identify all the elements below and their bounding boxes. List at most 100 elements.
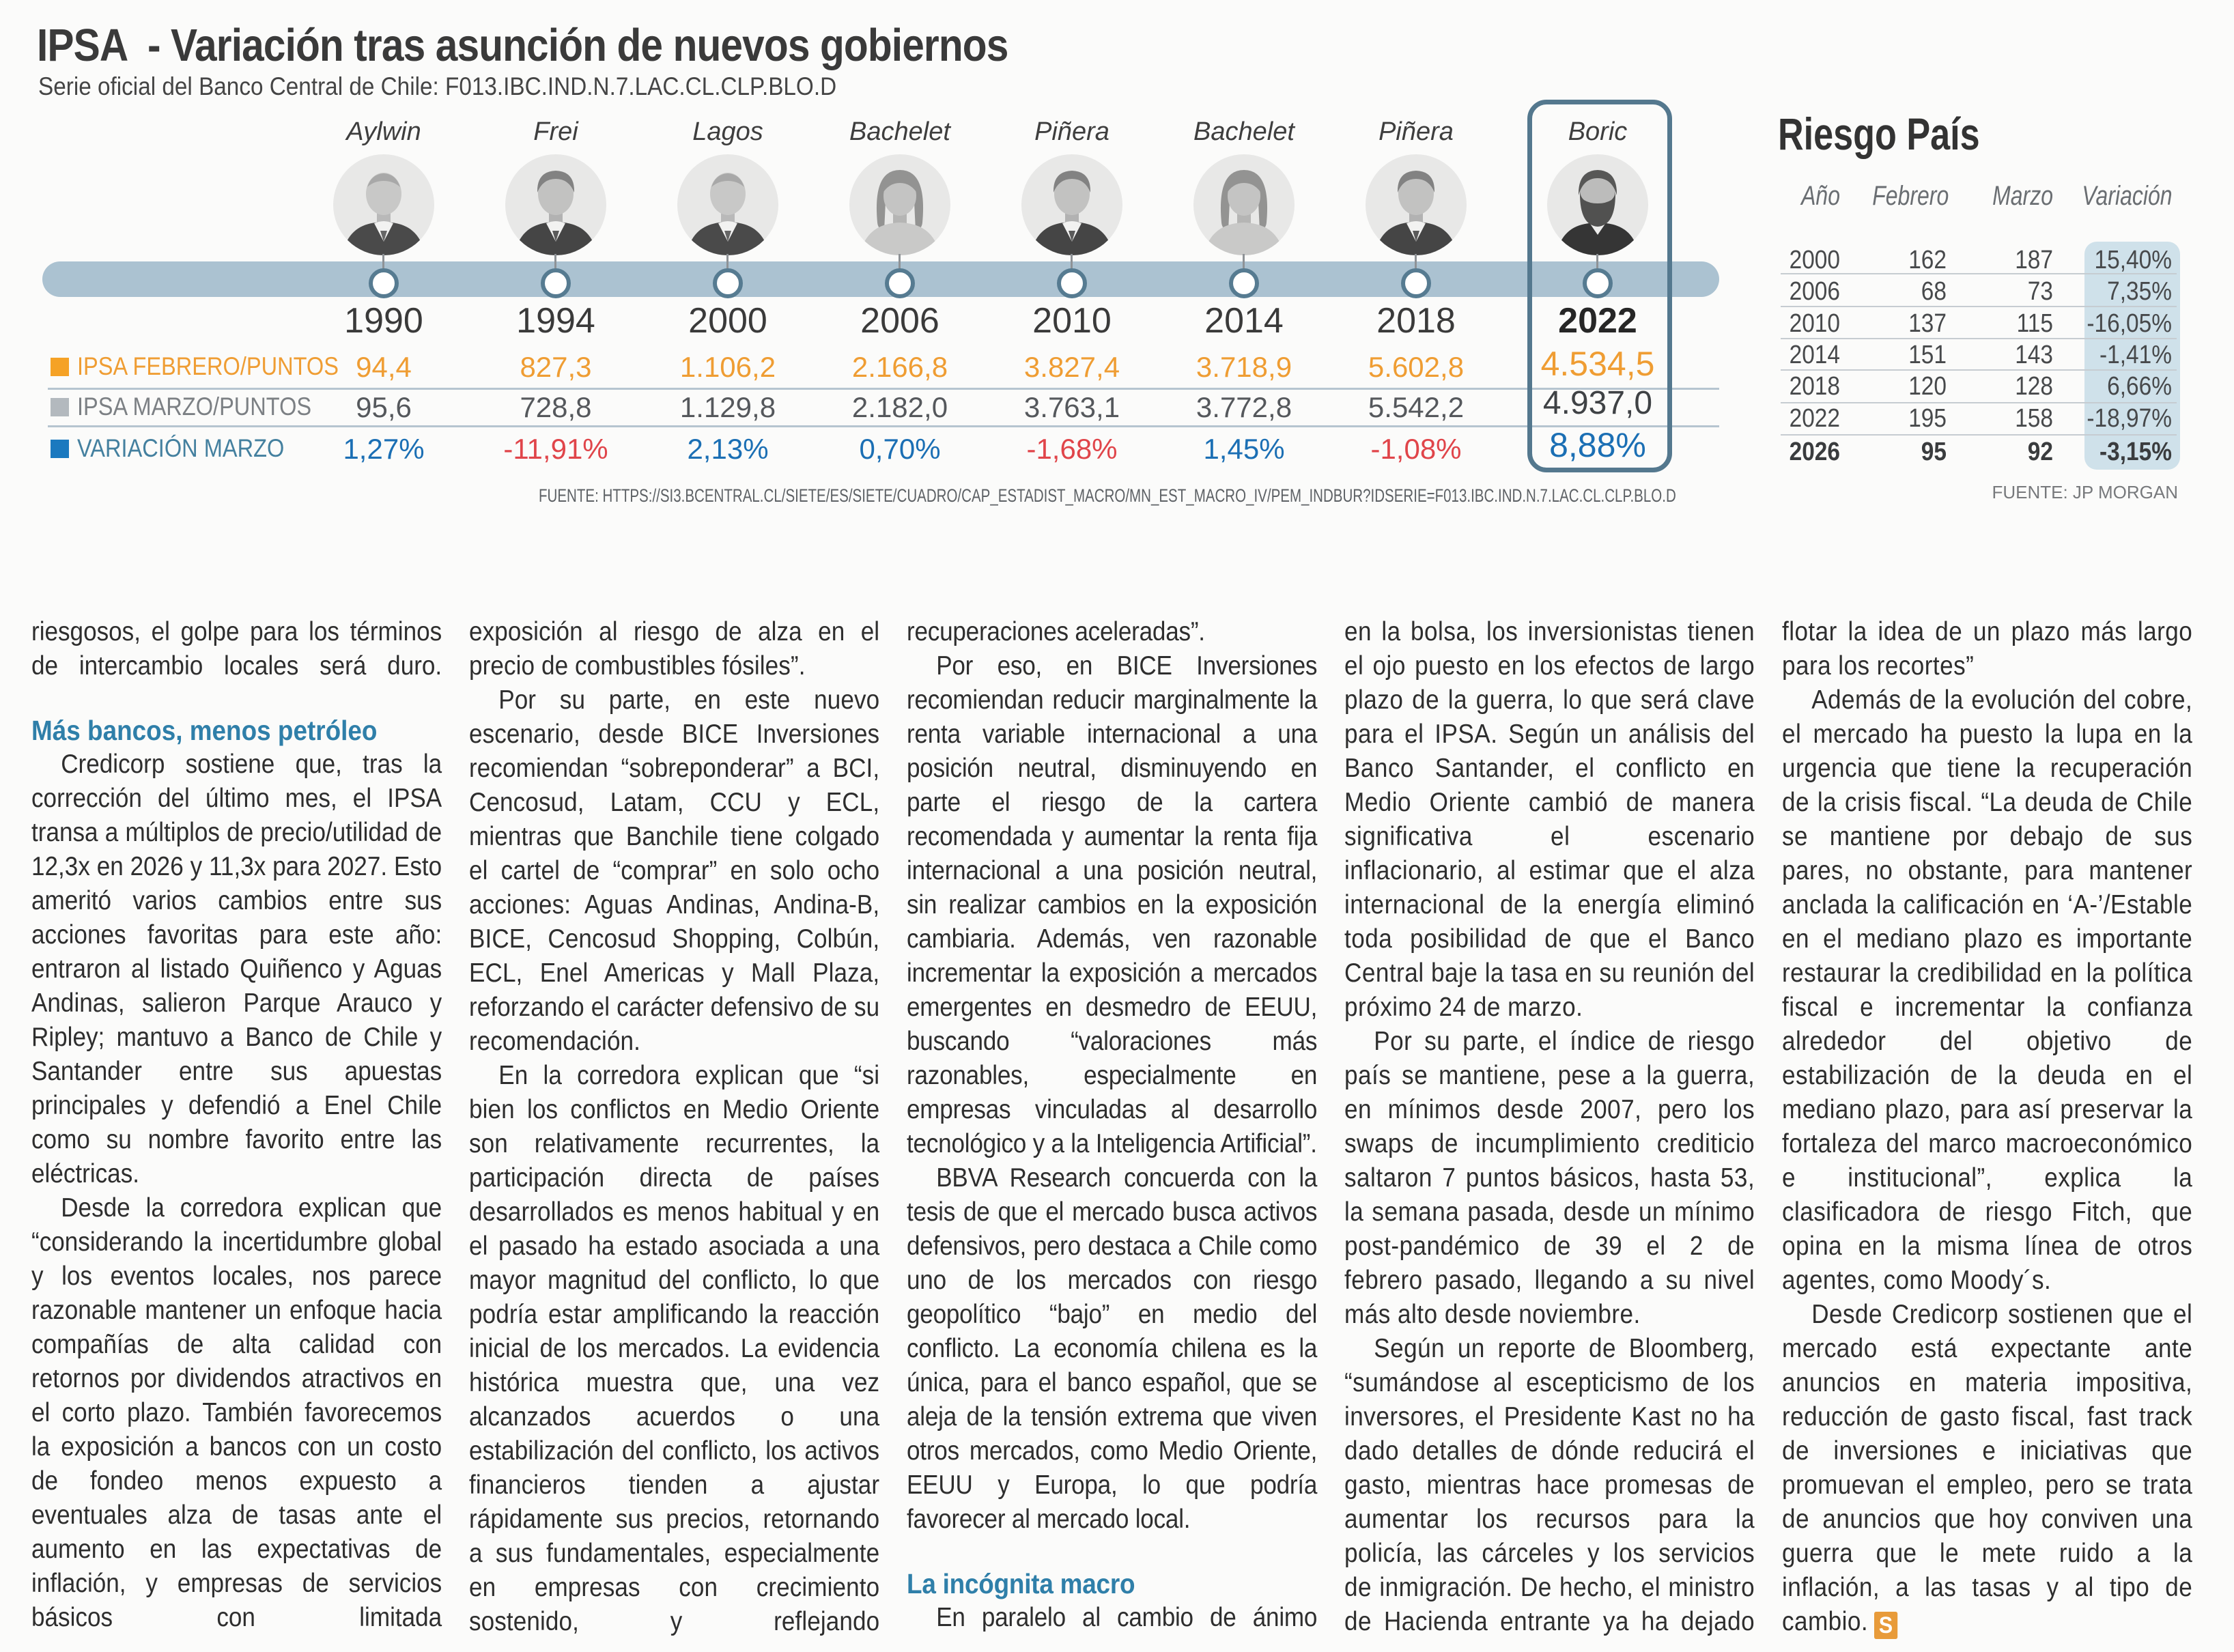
year-label: 2018 (1376, 301, 1456, 341)
year-label: 2010 (1032, 301, 1112, 341)
timeline-marker (1583, 268, 1613, 298)
cell-marzo: 187 (2015, 246, 2053, 274)
timeline-stem (554, 254, 556, 273)
cell-variacion: -3,15% (2099, 438, 2172, 466)
paragraph: En la corredora explican que “si bien lo… (469, 1061, 880, 1636)
article-column-2: exposición al riesgo de alza en el preci… (469, 615, 879, 1639)
president-name: Piñera (1378, 117, 1454, 146)
ipsa-febrero-value: 1.106,2 (679, 351, 776, 383)
cell-febrero: 120 (1908, 372, 1947, 401)
legend-marzo: IPSA MARZO/PUNTOS (51, 392, 343, 422)
highlight-box-2022 (1527, 100, 1672, 472)
ipsa-febrero-value: 827,3 (520, 351, 592, 383)
paragraph: recuperaciones aceleradas”. (907, 617, 1205, 646)
infographic-subtitle: Serie oficial del Banco Central de Chile… (38, 72, 837, 100)
timeline-marker (1401, 268, 1431, 298)
end-mark-logo: S (1874, 1612, 1898, 1639)
cell-variacion: 7,35% (2107, 277, 2172, 306)
cell-febrero: 162 (1908, 246, 1947, 274)
president-name: Aylwin (346, 117, 421, 146)
variacion-value: 2,13% (687, 433, 769, 465)
riesgo-row: 2018 120 128 6,66% (1777, 371, 2177, 403)
paragraph: Desde la corredora explican que “conside… (31, 1193, 442, 1632)
cell-febrero: 195 (1908, 404, 1947, 433)
cell-variacion: -1,41% (2099, 341, 2172, 369)
table-line (1781, 306, 2177, 307)
ipsa-febrero-value: 3.827,4 (1023, 351, 1120, 383)
variacion-value: 0,70% (859, 433, 941, 465)
paragraph: riesgosos, el golpe para los términos de… (31, 617, 442, 681)
president-photo (677, 154, 778, 255)
year-label: 1990 (344, 301, 423, 341)
president-name: Bachelet (1193, 117, 1295, 146)
timeline-stem (726, 254, 729, 273)
president-photo (849, 154, 950, 255)
timeline-stem (899, 254, 901, 273)
cell-ano: 2000 (1789, 246, 1840, 274)
col-header-variacion: Variación (2082, 181, 2173, 211)
riesgo-header-row: Año Febrero Marzo Variación (1777, 180, 2177, 212)
riesgo-row-forecast: 2026 95 92 -3,15% (1777, 436, 2177, 468)
paragraph: Por su parte, el índice de riesgo país s… (1344, 1027, 1755, 1329)
timeline-bar (42, 261, 1719, 297)
riesgo-pais-source: FUENTE: JP MORGAN (1992, 482, 2178, 502)
variacion-value: 1,45% (1203, 433, 1285, 465)
ipsa-marzo-value: 1.129,8 (679, 391, 776, 423)
president-photo (505, 154, 606, 255)
col-header-marzo: Marzo (1992, 181, 2053, 211)
timeline-marker (1229, 268, 1259, 298)
col-header-ano: Año (1801, 181, 1840, 211)
ipsa-marzo-value: 728,8 (520, 391, 592, 423)
year-label: 1994 (516, 301, 595, 341)
legend-label: IPSA FEBRERO/PUNTOS (77, 352, 339, 380)
year-label: 2014 (1204, 301, 1284, 341)
legend-square-gray (51, 397, 69, 416)
paragraph: Además de la evolución del cobre, el mer… (1782, 685, 2193, 1295)
timeline-entry-1994: Frei 1994 827,3 728,8 -11,91% (469, 0, 642, 519)
timeline-marker (369, 268, 399, 298)
president-photo (333, 154, 434, 255)
paragraph: Desde Credicorp sostienen que el mercado… (1782, 1298, 2192, 1639)
legend-variacion: VARIACIÓN MARZO (51, 433, 313, 464)
timeline-entry-2000: Lagos 2000 1.106,2 1.129,8 2,13% (641, 0, 815, 519)
legend-label: VARIACIÓN MARZO (77, 434, 285, 462)
variacion-value: 1,27% (343, 433, 425, 465)
article-column-4: en la bolsa, los inversionistas tienen e… (1344, 615, 1755, 1639)
timeline-entry-2010: Piñera 2010 3.827,4 3.763,1 -1,68% (985, 0, 1159, 519)
cell-ano: 2006 (1789, 277, 1840, 306)
table-line (1781, 434, 2177, 436)
section-heading: La incógnita macro (907, 1568, 1135, 1599)
cell-variacion: -16,05% (2087, 309, 2172, 338)
ipsa-febrero-value: 2.166,8 (851, 351, 948, 383)
ipsa-marzo-value: 4.937,0 (1542, 385, 1653, 421)
timeline-entry-1990: Aylwin 1990 94,4 95,6 1,27% (297, 0, 470, 519)
article-column-5: flotar la idea de un plazo más largo par… (1782, 615, 2192, 1639)
paragraph-text: Desde Credicorp sostienen que el mercado… (1782, 1300, 2193, 1636)
timeline-stem (1415, 254, 1417, 273)
infographic-title: IPSA - Variación tras asunción de nuevos… (37, 20, 1008, 71)
section-heading: Más bancos, menos petróleo (31, 715, 378, 746)
ipsa-marzo-value: 3.763,1 (1023, 391, 1120, 423)
president-photo (1193, 154, 1295, 255)
cell-marzo: 128 (2015, 372, 2053, 401)
timeline-marker (885, 268, 915, 298)
riesgo-row: 2000 162 187 15,40% (1777, 244, 2177, 276)
legend-square-orange (51, 357, 69, 376)
variacion-value: 8,88% (1549, 426, 1646, 464)
timeline-entry-2022: Boric 2022 4.534,5 4.937,0 8,88% (1511, 0, 1684, 519)
president-name: Frei (533, 117, 578, 146)
year-label: 2006 (860, 301, 939, 341)
paragraph: en la bolsa, los inversionistas tienen e… (1344, 617, 1755, 1022)
timeline-stem (1071, 254, 1073, 273)
ipsa-marzo-value: 2.182,0 (851, 391, 948, 423)
cell-ano: 2022 (1789, 404, 1840, 433)
legend-label: IPSA MARZO/PUNTOS (77, 393, 312, 421)
paragraph: En paralelo al cambio de ánimo (936, 1603, 1318, 1632)
cell-marzo: 158 (2015, 404, 2053, 433)
variacion-band (2084, 242, 2180, 470)
cell-variacion: 6,66% (2107, 372, 2172, 401)
president-name: Bachelet (849, 117, 950, 146)
table-line (1781, 338, 2177, 339)
timeline-entry-2014: Bachelet 2014 3.718,9 3.772,8 1,45% (1157, 0, 1331, 519)
riesgo-row: 2010 137 115 -16,05% (1777, 308, 2177, 340)
